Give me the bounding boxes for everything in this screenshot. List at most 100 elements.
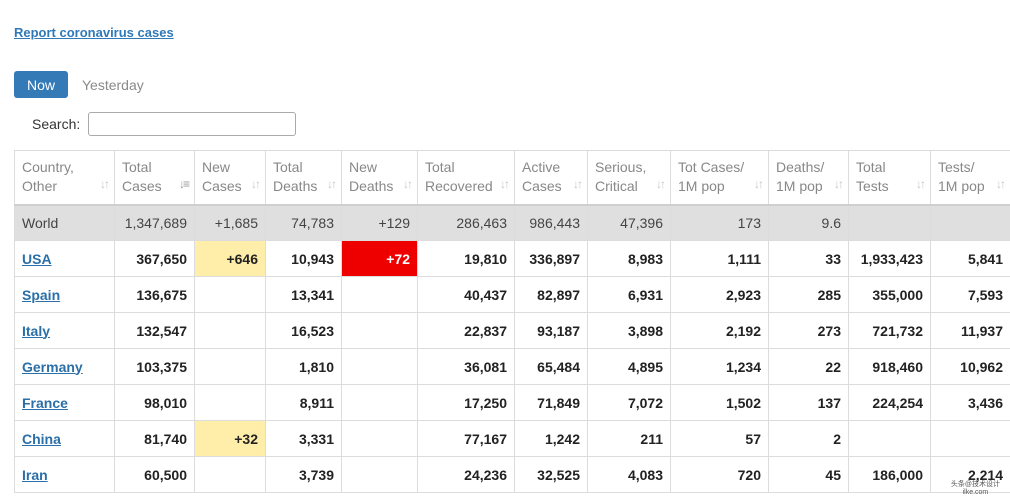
sort-icon[interactable]: ↓↑ xyxy=(403,176,413,191)
table-cell: 2,214 xyxy=(930,456,1010,493)
table-cell: 3,739 xyxy=(265,456,342,493)
column-header-label: Cases xyxy=(202,178,242,195)
table-cell: 103,375 xyxy=(114,348,195,385)
table-cell: 1,810 xyxy=(265,348,342,385)
column-header-label: Country, xyxy=(22,159,74,176)
table-cell: 77,167 xyxy=(417,420,515,457)
column-header-label: Recovered xyxy=(425,178,493,195)
table-cell: 2,923 xyxy=(670,276,769,313)
table-cell: 3,331 xyxy=(265,420,342,457)
table-cell: 93,187 xyxy=(514,312,588,349)
column-header-label: 1M pop xyxy=(938,178,985,195)
sort-icon[interactable]: ↓↑ xyxy=(100,176,110,191)
table-row: Italy 132,547 16,523 22,837 93,187 3,898 2,192… xyxy=(14,312,1010,349)
sort-icon[interactable]: ↓↑ xyxy=(327,176,337,191)
table-cell: 211 xyxy=(587,420,671,457)
table-cell xyxy=(341,276,418,313)
cases-table: Country, Other ↓↑ Total Cases ↓≡ New Cases ↓↑ Tot… xyxy=(14,150,1010,493)
table-cell xyxy=(341,384,418,421)
sort-desc-icon[interactable]: ↓≡ xyxy=(178,176,190,191)
sort-icon[interactable]: ↓↑ xyxy=(656,176,666,191)
column-header-label: Critical xyxy=(595,178,638,195)
table-cell xyxy=(194,348,266,385)
table-cell: 22,837 xyxy=(417,312,515,349)
table-row: Iran 60,500 3,739 24,236 32,525 4,083 720 45 186… xyxy=(14,456,1010,493)
table-cell: 8,983 xyxy=(587,240,671,277)
country-cell: China xyxy=(14,420,115,457)
column-header-label: Tot Cases/ xyxy=(678,159,745,176)
country-link[interactable]: Spain xyxy=(22,286,61,303)
report-cases-link[interactable]: Report coronavirus cases xyxy=(14,25,174,40)
table-row: France 98,010 8,911 17,250 71,849 7,072 1,502 1… xyxy=(14,384,1010,421)
sort-icon[interactable]: ↓↑ xyxy=(996,176,1006,191)
table-cell: 918,460 xyxy=(848,348,931,385)
sort-icon[interactable]: ↓↑ xyxy=(251,176,261,191)
sort-icon[interactable]: ↓↑ xyxy=(500,176,510,191)
table-cell: 1,234 xyxy=(670,348,769,385)
column-header[interactable]: Serious, Critical ↓↑ xyxy=(587,150,671,206)
column-header[interactable]: Deaths/1M pop ↓↑ xyxy=(768,150,849,206)
column-header-label: 1M pop xyxy=(776,178,823,195)
search-label: Search: xyxy=(32,116,81,132)
table-cell: 10,962 xyxy=(930,348,1010,385)
table-cell: 224,254 xyxy=(848,384,931,421)
table-cell: 273 xyxy=(768,312,849,349)
column-header[interactable]: Active Cases ↓↑ xyxy=(514,150,588,206)
table-cell: 6,931 xyxy=(587,276,671,313)
column-header[interactable]: Tests/1M pop ↓↑ xyxy=(930,150,1010,206)
table-cell: 16,523 xyxy=(265,312,342,349)
table-cell: +72 xyxy=(341,240,418,277)
table-cell xyxy=(930,204,1010,241)
table-cell xyxy=(341,456,418,493)
column-header[interactable]: Total Deaths ↓↑ xyxy=(265,150,342,206)
table-cell xyxy=(194,276,266,313)
column-header[interactable]: Country, Other ↓↑ xyxy=(14,150,115,206)
table-row: Spain 136,675 13,341 40,437 82,897 6,931 2,923… xyxy=(14,276,1010,313)
column-header[interactable]: Tot Cases/1M pop ↓↑ xyxy=(670,150,769,206)
tab-now[interactable]: Now xyxy=(14,71,68,98)
column-header[interactable]: Total Recovered ↓↑ xyxy=(417,150,515,206)
country-cell: Germany xyxy=(14,348,115,385)
country-link[interactable]: Germany xyxy=(22,358,83,375)
country-link[interactable]: USA xyxy=(22,250,52,267)
watermark-line2: ilke.com xyxy=(962,489,989,496)
table-cell: 11,937 xyxy=(930,312,1010,349)
table-cell: 720 xyxy=(670,456,769,493)
column-header-label: New xyxy=(349,159,378,176)
table-cell xyxy=(194,312,266,349)
table-cell: 22 xyxy=(768,348,849,385)
table-cell: 186,000 xyxy=(848,456,931,493)
country-cell: Italy xyxy=(14,312,115,349)
table-cell: 132,547 xyxy=(114,312,195,349)
search-input[interactable] xyxy=(88,112,297,136)
table-cell: 74,783 xyxy=(265,204,342,241)
table-cell: 17,250 xyxy=(417,384,515,421)
column-header-label: Deaths xyxy=(273,178,318,195)
table-cell: 7,593 xyxy=(930,276,1010,313)
country-link[interactable]: China xyxy=(22,430,61,447)
column-header[interactable]: Total Cases ↓≡ xyxy=(114,150,195,206)
country-link[interactable]: Italy xyxy=(22,322,51,339)
country-cell: USA xyxy=(14,240,115,277)
table-cell: 13,341 xyxy=(265,276,342,313)
column-header-label: Total xyxy=(425,159,455,176)
table-cell: 98,010 xyxy=(114,384,195,421)
column-header[interactable]: New Cases ↓↑ xyxy=(194,150,266,206)
watermark: 头条@技术设计 ilke.com xyxy=(951,481,1000,497)
table-cell: 1,242 xyxy=(514,420,588,457)
column-header-label: New xyxy=(202,159,231,176)
table-cell: 71,849 xyxy=(514,384,588,421)
table-cell: 3,436 xyxy=(930,384,1010,421)
column-header-label: Other xyxy=(22,178,58,195)
column-header[interactable]: New Deaths ↓↑ xyxy=(341,150,418,206)
column-header-label: Total xyxy=(122,159,152,176)
column-header[interactable]: Total Tests ↓↑ xyxy=(848,150,931,206)
column-header-label: Serious, xyxy=(595,159,647,176)
sort-icon[interactable]: ↓↑ xyxy=(834,176,844,191)
sort-icon[interactable]: ↓↑ xyxy=(754,176,764,191)
sort-icon[interactable]: ↓↑ xyxy=(916,176,926,191)
sort-icon[interactable]: ↓↑ xyxy=(573,176,583,191)
tab-yesterday[interactable]: Yesterday xyxy=(82,76,144,93)
country-link[interactable]: Iran xyxy=(22,466,48,483)
country-link[interactable]: France xyxy=(22,394,68,411)
